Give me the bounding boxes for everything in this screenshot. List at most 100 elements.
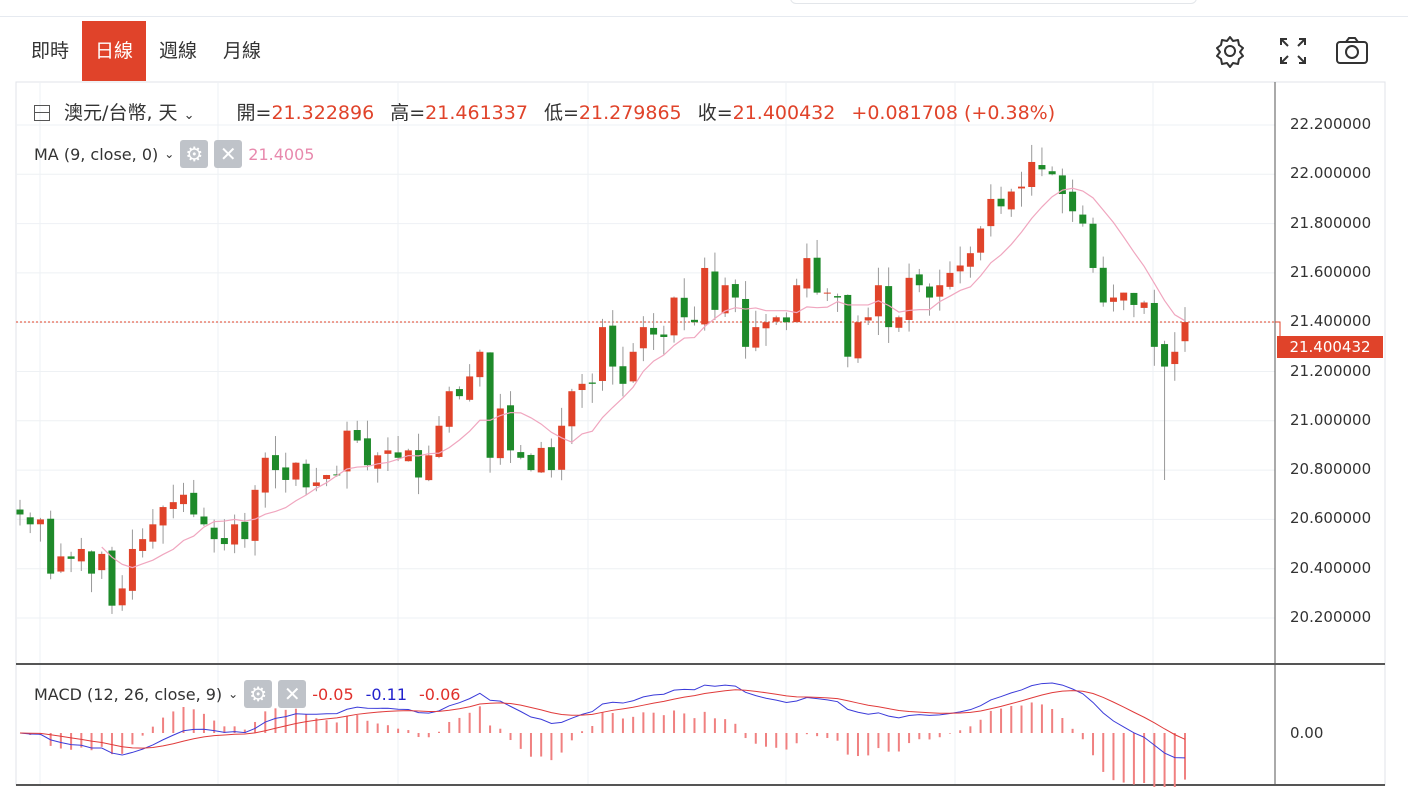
tab-realtime[interactable]: 即時 — [31, 40, 70, 62]
chevron-down-icon[interactable]: ⌄ — [164, 147, 175, 161]
candle — [455, 389, 463, 397]
macd-line — [19, 682, 1186, 759]
candle — [1089, 223, 1097, 268]
candle — [36, 519, 44, 525]
ma-label[interactable]: MA (9, close, 0) — [34, 144, 159, 164]
candle — [231, 524, 239, 545]
candle — [1150, 302, 1158, 347]
candle — [537, 447, 545, 473]
candle — [108, 550, 116, 606]
candle — [578, 383, 586, 391]
price-axis-label: 22.200000 — [1290, 115, 1372, 133]
candle — [690, 319, 698, 323]
candle — [1038, 165, 1046, 170]
low-label: 低= — [543, 102, 579, 124]
candle — [1109, 297, 1117, 302]
price-axis-label: 20.600000 — [1290, 509, 1372, 528]
candle — [527, 454, 535, 471]
candle — [374, 455, 382, 469]
candle — [445, 391, 453, 427]
price-axis-label: 20.400000 — [1290, 558, 1372, 577]
candle — [1130, 292, 1138, 305]
low-value: 21.279865 — [578, 102, 682, 124]
candle — [864, 317, 872, 321]
candle — [118, 588, 126, 606]
candle — [26, 517, 34, 525]
fullscreen-icon[interactable] — [1276, 34, 1310, 68]
change-value: +0.081708 (+0.38%) — [851, 102, 1056, 124]
ma-remove-icon[interactable]: ✕ — [214, 140, 243, 168]
candle — [353, 430, 361, 441]
candle — [1017, 186, 1025, 189]
candle — [271, 455, 279, 471]
ma-line — [101, 187, 1186, 569]
candle — [711, 271, 719, 310]
candle — [1079, 214, 1087, 224]
chevron-down-icon[interactable]: ⌄ — [228, 687, 239, 701]
candle — [670, 297, 678, 336]
candle — [1181, 322, 1189, 342]
candle — [936, 285, 944, 297]
macd-label[interactable]: MACD (12, 26, close, 9) — [34, 684, 223, 704]
candle — [844, 294, 852, 357]
candle — [1120, 292, 1128, 301]
current-price-label: 21.400432 — [1277, 336, 1383, 358]
candle — [496, 408, 504, 459]
candle — [650, 327, 658, 335]
price-axis-label: 22.000000 — [1290, 164, 1372, 183]
candle — [47, 518, 55, 574]
candle — [261, 457, 269, 493]
candle — [568, 391, 576, 427]
candle — [772, 317, 780, 322]
price-axis-label: 21.400000 — [1290, 312, 1372, 331]
ma-settings-icon[interactable]: ⚙ — [180, 140, 209, 168]
candle — [77, 548, 85, 562]
candle — [854, 322, 862, 359]
symbol-title[interactable]: 澳元/台幣, 天 — [64, 102, 178, 124]
candle — [813, 257, 821, 293]
candle — [169, 502, 177, 510]
camera-icon[interactable] — [1335, 34, 1369, 68]
candle — [394, 452, 402, 458]
candle — [762, 322, 770, 329]
tab-monthly[interactable]: 月線 — [223, 40, 262, 62]
candle — [415, 450, 423, 478]
collapse-icon[interactable] — [34, 105, 50, 121]
candle — [312, 482, 320, 486]
candle — [639, 327, 647, 349]
interval-tabs: 即時 日線 週線 月線 — [18, 21, 274, 81]
candle — [149, 524, 157, 542]
candle — [609, 325, 617, 367]
candle — [834, 296, 842, 298]
macd-signal-value: -0.06 — [419, 684, 461, 704]
candle — [363, 438, 371, 466]
candle — [159, 507, 167, 526]
tab-daily[interactable]: 日線 — [82, 21, 147, 81]
candle — [629, 351, 637, 382]
candle — [466, 376, 474, 400]
candle — [251, 489, 259, 541]
candle — [323, 475, 331, 480]
candle — [619, 366, 627, 384]
price-axis-label: 21.800000 — [1290, 213, 1372, 232]
macd-remove-icon[interactable]: ✕ — [278, 680, 307, 708]
price-axis-label: 20.800000 — [1290, 460, 1372, 479]
ma-value: 21.4005 — [248, 144, 315, 164]
gear-icon[interactable] — [1213, 34, 1247, 68]
tab-weekly[interactable]: 週線 — [159, 40, 198, 62]
candle — [210, 527, 218, 540]
candle — [701, 267, 709, 325]
candle — [823, 292, 831, 294]
candle — [1048, 171, 1056, 175]
candle — [57, 556, 65, 572]
price-axis-label: 20.200000 — [1290, 608, 1372, 626]
candle — [476, 351, 484, 378]
candle — [98, 553, 106, 571]
candle — [793, 285, 801, 323]
candle — [926, 286, 934, 298]
candle — [1007, 191, 1015, 210]
macd-settings-icon[interactable]: ⚙ — [244, 680, 273, 708]
chevron-down-icon[interactable]: ⌄ — [183, 108, 195, 123]
high-value: 21.461337 — [425, 102, 528, 124]
